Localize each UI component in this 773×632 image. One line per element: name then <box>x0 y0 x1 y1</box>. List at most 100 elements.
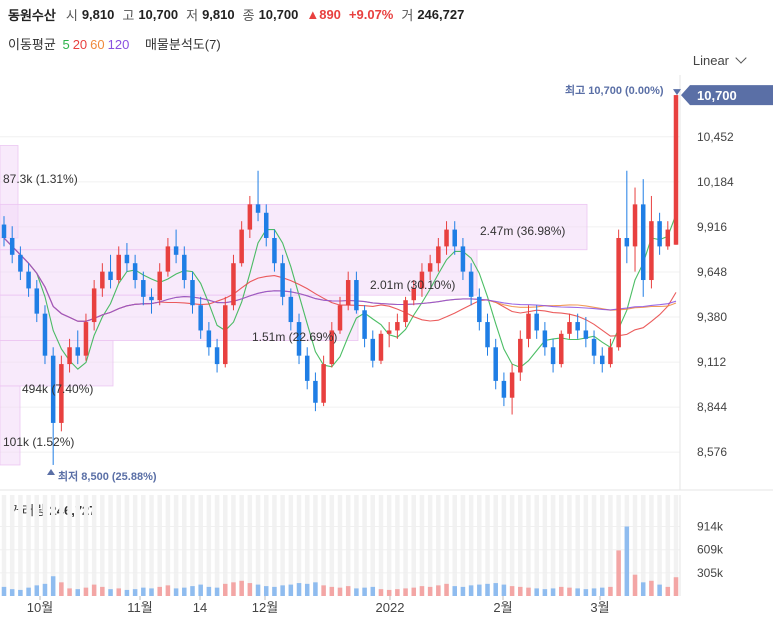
candle-body <box>452 229 457 247</box>
candle-body <box>436 246 441 264</box>
volume-profile-label: 2.01m (30.10%) <box>370 278 455 292</box>
candle-body <box>460 246 466 272</box>
volume-bar <box>436 585 441 596</box>
open-value: 9,810 <box>81 6 115 22</box>
candle-body <box>444 229 449 247</box>
candle-body <box>485 322 490 348</box>
volume-bar <box>468 585 474 596</box>
ma-line-5 <box>3 214 677 370</box>
candle-body <box>649 221 654 281</box>
candle-body <box>132 263 138 281</box>
candle-body <box>403 300 408 323</box>
stock-name: 동원수산 <box>8 7 56 23</box>
volume-bar <box>149 588 154 596</box>
candle-body <box>632 204 638 247</box>
volume-value: 246,727 <box>417 6 465 22</box>
volume-bar <box>583 589 589 596</box>
candle-body <box>337 305 343 331</box>
volume-bar <box>313 582 318 596</box>
volume-bar <box>206 586 212 596</box>
candle-body <box>599 355 605 365</box>
scale-select-value: Linear <box>692 53 729 68</box>
volume-bar <box>198 584 203 596</box>
volume-bar <box>67 588 72 596</box>
candle-body <box>386 330 392 334</box>
high-label: 고 <box>122 7 135 23</box>
price-tick-label: 9,916 <box>697 220 727 234</box>
volume-bar <box>108 589 113 596</box>
candle-body <box>362 310 367 339</box>
x-tick-label: 10월 <box>27 600 53 615</box>
volume-bar <box>378 589 384 596</box>
candle-body <box>583 330 589 339</box>
high-value: 10,700 <box>138 6 179 22</box>
scale-select[interactable]: Linear <box>692 52 747 68</box>
candle-body <box>411 288 417 301</box>
candle-body <box>124 254 130 264</box>
candle-body <box>116 254 121 281</box>
candle-body <box>608 347 613 365</box>
volume-bar <box>534 588 539 596</box>
volume-bar <box>673 577 679 596</box>
candle-body <box>149 296 154 301</box>
price-tick-label: 9,380 <box>697 310 727 324</box>
volume-bar <box>501 584 507 596</box>
volume-bar <box>386 589 392 596</box>
volume-bar <box>329 586 335 596</box>
volume-bar <box>223 583 228 596</box>
volume-bar <box>460 586 466 596</box>
volume-profile-label: 101k (1.52%) <box>3 435 74 449</box>
volume-label: 거 <box>401 7 414 23</box>
candle-body <box>18 254 23 272</box>
close-label: 종 <box>242 7 255 23</box>
candle-body <box>182 254 187 281</box>
volume-bar <box>116 588 121 596</box>
volume-bar <box>640 582 646 596</box>
volume-bar <box>100 586 105 596</box>
candle-body <box>354 280 359 311</box>
ma-legend[interactable]: 이동평균 5 20 60 120 매물분석도(7) <box>8 34 224 53</box>
candle-body <box>313 380 318 403</box>
ma-period-120: 120 <box>107 37 130 52</box>
volume-bar <box>157 586 162 596</box>
volume-bar <box>337 587 343 596</box>
candle-body <box>288 296 294 323</box>
volume-bar <box>518 586 523 596</box>
candle-body <box>157 271 162 301</box>
volume-bar <box>665 586 671 596</box>
volume-bar <box>493 583 498 596</box>
volume-bar <box>395 589 400 596</box>
x-tick-label: 12월 <box>252 600 278 615</box>
volume-bar <box>411 587 417 596</box>
open-label: 시 <box>65 7 78 23</box>
price-tick-label: 8,844 <box>697 400 727 414</box>
candle-body <box>304 355 310 381</box>
volume-profile-bar <box>0 249 478 296</box>
volume-bar <box>34 585 40 596</box>
candle-body <box>370 338 376 361</box>
candle-body <box>509 372 515 398</box>
low-marker-icon <box>47 468 55 475</box>
volume-bar <box>304 583 310 596</box>
volume-profile-toggle[interactable]: 매물분석도(7) <box>144 37 221 52</box>
volume-bar <box>444 583 449 596</box>
candle-body <box>239 229 244 264</box>
price-tick-label: 9,648 <box>697 265 727 279</box>
candle-body <box>591 338 597 356</box>
volume-bar <box>354 588 359 596</box>
candle-body <box>231 263 236 306</box>
candle-body <box>329 330 335 365</box>
candle-body <box>624 237 630 247</box>
candle-body <box>50 355 56 423</box>
volume-bar <box>42 583 48 596</box>
candle-body <box>272 237 277 264</box>
volume-tick-label: 914k <box>697 520 724 534</box>
volume-bar <box>485 583 490 596</box>
candle-body <box>296 322 302 356</box>
high-annotation: 최고 10,700 (0.00%) <box>565 83 664 97</box>
candle-body <box>493 347 498 381</box>
volume-bar <box>132 589 138 596</box>
candle-body <box>657 221 662 247</box>
volume-bar <box>575 588 580 596</box>
